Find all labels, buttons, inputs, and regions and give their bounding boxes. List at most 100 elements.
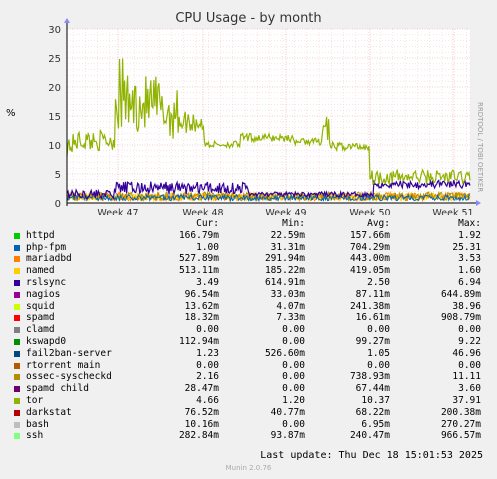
legend-avg-value: 738.93m bbox=[349, 371, 390, 383]
legend-series-name: tor bbox=[26, 394, 44, 406]
legend-avg-value: 0.00 bbox=[367, 359, 390, 371]
x-tick-label: Week 50 bbox=[349, 208, 390, 215]
legend-series-name: fail2ban-server bbox=[26, 347, 112, 359]
legend-min-value: 0.00 bbox=[282, 371, 305, 383]
legend-header-cur: Cur: bbox=[196, 218, 219, 229]
legend-series-name: bash bbox=[26, 418, 49, 430]
legend-max-value: 908.79m bbox=[440, 312, 481, 324]
legend-series-name: darkstat bbox=[26, 406, 72, 418]
legend-swatch bbox=[14, 350, 20, 357]
legend-avg-value: 10.37 bbox=[361, 394, 390, 406]
legend-series-name: mariadbd bbox=[26, 253, 72, 265]
legend-header-avg: Avg: bbox=[367, 218, 390, 229]
legend-cur-value: 3.49 bbox=[196, 276, 219, 288]
legend-max-value: 200.38m bbox=[440, 406, 481, 418]
y-axis-label: % bbox=[6, 108, 16, 119]
legend-swatch bbox=[14, 232, 20, 239]
legend-avg-value: 68.22m bbox=[355, 406, 390, 418]
legend-row-darkstat: darkstat 76.52m 40.77m 68.22m 200.38m bbox=[14, 407, 484, 419]
legend-swatch bbox=[14, 433, 20, 440]
legend-min-value: 4.07m bbox=[276, 300, 305, 312]
legend-cur-value: 1.23 bbox=[196, 347, 219, 359]
legend-cur-value: 28.47m bbox=[184, 383, 219, 395]
legend-max-value: 270.27m bbox=[440, 418, 481, 430]
legend-series-name: kswapd0 bbox=[26, 335, 67, 347]
legend-swatch bbox=[14, 327, 20, 334]
legend-min-value: 93.87m bbox=[270, 430, 305, 442]
legend-max-value: 0.00 bbox=[458, 324, 481, 336]
legend-max-value: 38.96 bbox=[452, 300, 481, 312]
legend-row-rtorrent-main: rtorrent main 0.00 0.00 0.00 0.00 bbox=[14, 360, 484, 372]
last-update-text: Last update: Thu Dec 18 15:01:53 2025 bbox=[260, 450, 483, 461]
legend-avg-value: 67.44m bbox=[355, 383, 390, 395]
legend-min-value: 0.00 bbox=[282, 324, 305, 336]
legend-row-spamd-child: spamd child 28.47m 0.00 67.44m 3.60 bbox=[14, 383, 484, 395]
legend-min-value: 291.94m bbox=[264, 253, 305, 265]
legend-avg-value: 419.05m bbox=[349, 265, 390, 277]
legend-max-value: 25.31 bbox=[452, 241, 481, 253]
legend-cur-value: 4.66 bbox=[196, 394, 219, 406]
legend-max-value: 6.94 bbox=[458, 276, 481, 288]
legend-row-ssh: ssh 282.84m 93.87m 240.47m 966.57m bbox=[14, 430, 484, 442]
y-tick-label: 10 bbox=[48, 141, 61, 152]
legend-row-bash: bash 10.16m 0.00 6.95m 270.27m bbox=[14, 419, 484, 431]
legend-max-value: 11.11 bbox=[452, 371, 481, 383]
legend-avg-value: 241.38m bbox=[349, 300, 390, 312]
legend-cur-value: 112.94m bbox=[178, 335, 219, 347]
legend-avg-value: 2.50 bbox=[367, 276, 390, 288]
legend-avg-value: 240.47m bbox=[349, 430, 390, 442]
legend-swatch bbox=[14, 362, 20, 369]
legend-series-name: httpd bbox=[26, 229, 55, 241]
legend-cur-value: 1.00 bbox=[196, 241, 219, 253]
legend-series-name: clamd bbox=[26, 324, 55, 336]
legend-avg-value: 0.00 bbox=[367, 324, 390, 336]
legend-min-value: 7.33m bbox=[276, 312, 305, 324]
legend-row-php-fpm: php-fpm 1.00 31.31m 704.29m 25.31 bbox=[14, 242, 484, 254]
legend-swatch bbox=[14, 303, 20, 310]
legend-row-ossec-syscheckd: ossec-syscheckd 2.16 0.00 738.93m 11.11 bbox=[14, 371, 484, 383]
legend-swatch bbox=[14, 279, 20, 286]
legend-max-value: 3.60 bbox=[458, 383, 481, 395]
legend-row-httpd: httpd 166.79m 22.59m 157.66m 1.92 bbox=[14, 230, 484, 242]
legend-series-name: rslsync bbox=[26, 276, 67, 288]
legend-row-named: named 513.11m 185.22m 419.05m 1.60 bbox=[14, 265, 484, 277]
x-tick-label: Week 47 bbox=[97, 208, 138, 215]
legend-swatch bbox=[14, 338, 20, 345]
legend-swatch bbox=[14, 268, 20, 275]
legend-series-name: named bbox=[26, 265, 55, 277]
legend-swatch bbox=[14, 397, 20, 404]
legend-table: Cur: Min: Avg: Max: httpd 166.79m 22.59m 15… bbox=[14, 218, 484, 442]
legend-avg-value: 443.00m bbox=[349, 253, 390, 265]
legend-min-value: 22.59m bbox=[270, 229, 305, 241]
legend-cur-value: 76.52m bbox=[184, 406, 219, 418]
legend-avg-value: 99.27m bbox=[355, 335, 390, 347]
legend-cur-value: 10.16m bbox=[184, 418, 219, 430]
legend-min-value: 614.91m bbox=[264, 276, 305, 288]
y-tick-label: 15 bbox=[48, 112, 61, 123]
legend-row-squid: squid 13.62m 4.07m 241.38m 38.96 bbox=[14, 301, 484, 313]
legend-max-value: 966.57m bbox=[440, 430, 481, 442]
legend-min-value: 185.22m bbox=[264, 265, 305, 277]
series-line-rslsync bbox=[66, 178, 471, 200]
series-line-tor bbox=[66, 58, 471, 187]
legend-series-name: nagios bbox=[26, 288, 61, 300]
legend-cur-value: 0.00 bbox=[196, 359, 219, 371]
y-axis-arrow bbox=[64, 18, 70, 23]
legend-cur-value: 2.16 bbox=[196, 371, 219, 383]
legend-swatch bbox=[14, 386, 20, 393]
chart-title: CPU Usage - by month bbox=[175, 11, 322, 26]
legend-avg-value: 704.29m bbox=[349, 241, 390, 253]
legend-row-mariadbd: mariadbd 527.89m 291.94m 443.00m 3.53 bbox=[14, 253, 484, 265]
legend-max-value: 3.53 bbox=[458, 253, 481, 265]
y-tick-label: 25 bbox=[48, 54, 61, 65]
legend-cur-value: 0.00 bbox=[196, 324, 219, 336]
munin-version-footer: Munin 2.0.76 bbox=[225, 464, 272, 472]
legend-min-value: 33.03m bbox=[270, 288, 305, 300]
x-axis-arrow bbox=[476, 200, 481, 206]
y-tick-label: 5 bbox=[55, 170, 61, 181]
legend-min-value: 31.31m bbox=[270, 241, 305, 253]
legend-row-kswapd0: kswapd0 112.94m 0.00 99.27m 9.22 bbox=[14, 336, 484, 348]
legend-avg-value: 1.05 bbox=[367, 347, 390, 359]
legend-max-value: 0.00 bbox=[458, 359, 481, 371]
legend-min-value: 0.00 bbox=[282, 359, 305, 371]
